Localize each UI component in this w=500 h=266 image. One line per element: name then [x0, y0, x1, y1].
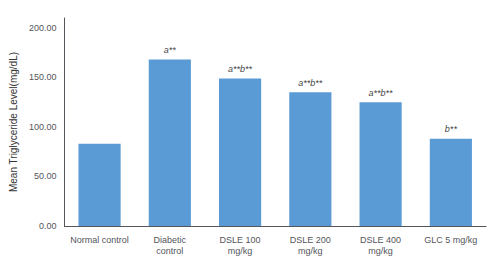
svg-text:mg/kg: mg/kg [228, 246, 253, 256]
svg-text:Diabetic: Diabetic [154, 235, 187, 245]
svg-text:a**b**: a**b** [228, 64, 253, 74]
svg-text:0.00: 0.00 [39, 221, 57, 231]
svg-text:DSLE 200: DSLE 200 [290, 235, 331, 245]
svg-text:mg/kg: mg/kg [368, 246, 393, 256]
svg-text:control: control [156, 246, 183, 256]
svg-text:DSLE 100: DSLE 100 [220, 235, 261, 245]
svg-text:a**: a** [164, 45, 177, 55]
svg-text:b**: b** [445, 124, 458, 134]
svg-text:Mean Triglyceride Level(mg/dL): Mean Triglyceride Level(mg/dL) [8, 52, 19, 192]
svg-text:GLC 5 mg/kg: GLC 5 mg/kg [424, 235, 477, 245]
svg-text:100.00: 100.00 [29, 122, 57, 132]
svg-text:a**b**: a**b** [369, 88, 394, 98]
svg-text:mg/kg: mg/kg [298, 246, 323, 256]
svg-text:150.00: 150.00 [29, 72, 57, 82]
svg-text:Normal control: Normal control [70, 235, 129, 245]
svg-text:a**b**: a**b** [298, 78, 323, 88]
svg-text:50.00: 50.00 [34, 171, 57, 181]
svg-text:200.00: 200.00 [29, 23, 57, 33]
svg-text:DSLE 400: DSLE 400 [360, 235, 401, 245]
